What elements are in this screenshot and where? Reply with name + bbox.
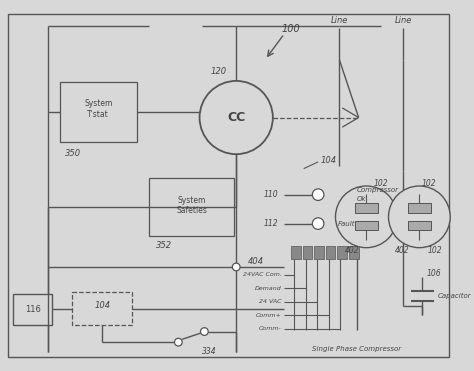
Text: 104: 104 bbox=[321, 157, 337, 165]
Text: Ok: Ok bbox=[357, 197, 366, 203]
Text: Line: Line bbox=[331, 16, 348, 24]
Circle shape bbox=[174, 338, 182, 346]
Circle shape bbox=[309, 253, 405, 349]
Text: Comm+: Comm+ bbox=[256, 313, 282, 318]
Bar bbox=[149, 178, 234, 236]
Text: 404: 404 bbox=[248, 257, 264, 266]
Bar bbox=[355, 221, 378, 230]
Text: 402: 402 bbox=[345, 246, 359, 255]
Bar bbox=[326, 246, 336, 259]
Bar bbox=[13, 294, 52, 325]
Text: Capacitor: Capacitor bbox=[438, 293, 471, 299]
Text: Compressor: Compressor bbox=[357, 187, 399, 193]
Bar bbox=[349, 246, 359, 259]
Bar bbox=[337, 246, 347, 259]
Bar bbox=[291, 246, 301, 259]
Text: Comm-: Comm- bbox=[259, 326, 282, 331]
Bar bbox=[408, 221, 431, 230]
Text: 106: 106 bbox=[427, 269, 442, 278]
Text: 352: 352 bbox=[156, 241, 173, 250]
Text: CC: CC bbox=[227, 111, 246, 124]
Bar bbox=[355, 203, 378, 213]
Text: 102: 102 bbox=[428, 246, 442, 255]
Bar bbox=[73, 292, 132, 325]
Bar bbox=[284, 166, 444, 306]
Circle shape bbox=[232, 263, 240, 271]
Circle shape bbox=[201, 328, 208, 335]
Text: 120: 120 bbox=[211, 67, 227, 76]
Text: 116: 116 bbox=[25, 305, 41, 314]
Text: Demand: Demand bbox=[255, 286, 282, 290]
Circle shape bbox=[312, 218, 324, 229]
Text: 334: 334 bbox=[202, 347, 217, 356]
Text: 24VAC Com.: 24VAC Com. bbox=[243, 272, 282, 277]
Text: 102: 102 bbox=[422, 178, 436, 188]
Text: 100: 100 bbox=[282, 24, 301, 34]
Text: 104: 104 bbox=[94, 301, 110, 310]
Text: Line: Line bbox=[394, 16, 411, 24]
Text: 24 VAC: 24 VAC bbox=[259, 299, 282, 304]
Text: 350: 350 bbox=[64, 149, 81, 158]
Text: 102: 102 bbox=[374, 178, 388, 188]
Circle shape bbox=[336, 186, 397, 248]
Text: System
Safeties: System Safeties bbox=[176, 196, 207, 215]
Bar bbox=[303, 246, 312, 259]
Circle shape bbox=[312, 189, 324, 200]
Circle shape bbox=[200, 81, 273, 154]
Text: 112: 112 bbox=[264, 219, 279, 228]
Bar bbox=[314, 246, 324, 259]
Text: Fault: Fault bbox=[337, 221, 355, 227]
Text: System
T'stat: System T'stat bbox=[84, 99, 112, 119]
Bar bbox=[60, 82, 137, 142]
Text: 402: 402 bbox=[395, 246, 410, 255]
Text: Single Phase Compressor: Single Phase Compressor bbox=[312, 346, 401, 352]
Circle shape bbox=[389, 186, 450, 248]
Text: 110: 110 bbox=[264, 190, 279, 199]
Bar bbox=[408, 203, 431, 213]
